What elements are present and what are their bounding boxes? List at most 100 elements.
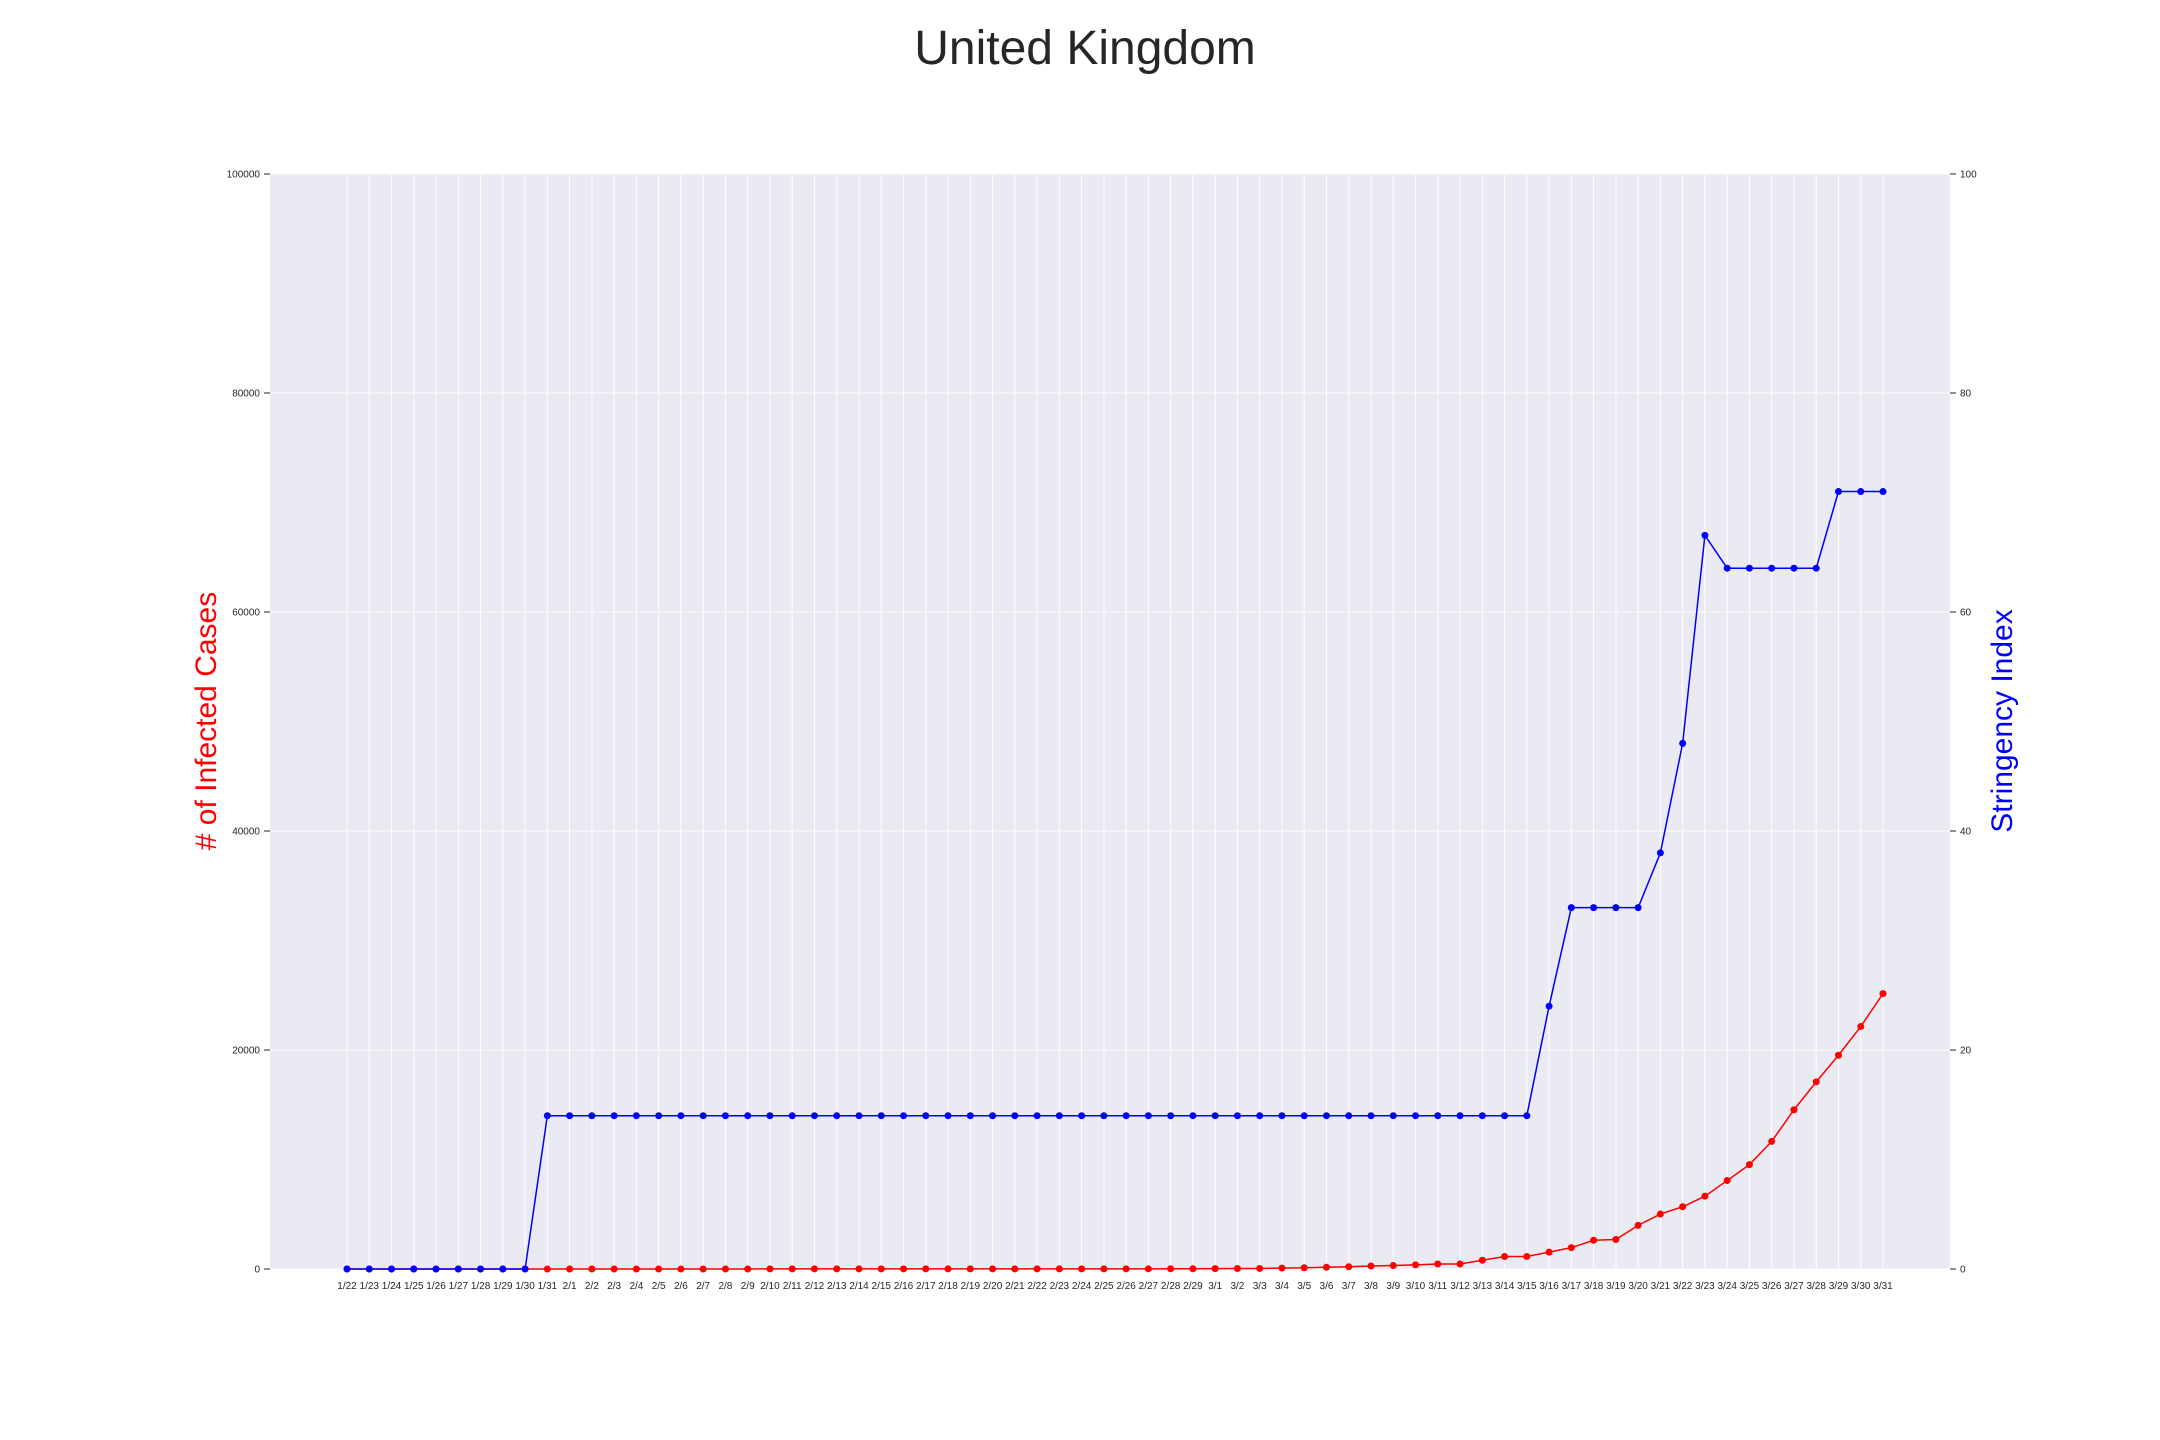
x-tick-label: 3/27 (1784, 1281, 1804, 1292)
left-y-axis-label: # of Infected Cases (190, 592, 223, 851)
x-tick-label: 3/21 (1651, 1281, 1671, 1292)
data-point-left (1745, 1161, 1753, 1169)
x-tick-label: 2/25 (1094, 1281, 1114, 1292)
x-tick-label: 1/27 (449, 1281, 469, 1292)
data-point-left (989, 1265, 997, 1273)
data-point-left (1501, 1253, 1509, 1261)
data-point-left (1634, 1221, 1642, 1229)
x-tick-label: 3/5 (1297, 1281, 1311, 1292)
data-point-left (1011, 1265, 1019, 1273)
data-point-right (1033, 1112, 1041, 1120)
x-tick-label: 3/9 (1386, 1281, 1400, 1292)
data-point-right (454, 1265, 462, 1273)
data-point-right (499, 1265, 507, 1273)
x-tick-label: 3/20 (1628, 1281, 1648, 1292)
x-tick-label: 3/6 (1320, 1281, 1334, 1292)
right-y-tick-label: 0 (1960, 1265, 1966, 1276)
data-point-right (1478, 1112, 1486, 1120)
x-tick-label: 2/5 (652, 1281, 666, 1292)
data-point-right (477, 1265, 485, 1273)
x-tick-label: 2/16 (894, 1281, 914, 1292)
left-y-axis: 0 20000 40000 60000 80000 100000 (227, 170, 270, 1276)
data-point-right (1233, 1112, 1241, 1120)
data-point-right (721, 1112, 729, 1120)
data-point-right (1189, 1112, 1197, 1120)
data-point-left (1834, 1051, 1842, 1059)
x-tick-label: 2/7 (696, 1281, 710, 1292)
data-point-right (1679, 739, 1687, 747)
data-point-right (1790, 564, 1798, 572)
x-tick-label: 3/8 (1364, 1281, 1378, 1292)
data-point-left (1122, 1265, 1130, 1273)
right-y-tick-label: 80 (1960, 389, 1972, 400)
data-point-left (543, 1265, 551, 1273)
data-point-right (1278, 1112, 1286, 1120)
data-point-right (1412, 1112, 1420, 1120)
x-tick-label: 2/18 (938, 1281, 958, 1292)
data-point-left (1322, 1263, 1330, 1271)
data-point-right (900, 1112, 908, 1120)
data-point-right (1501, 1112, 1509, 1120)
x-tick-label: 3/22 (1673, 1281, 1693, 1292)
data-point-right (365, 1265, 373, 1273)
x-tick-label: 1/26 (426, 1281, 446, 1292)
x-tick-label: 3/3 (1253, 1281, 1267, 1292)
data-point-right (1211, 1112, 1219, 1120)
data-point-left (1478, 1256, 1486, 1264)
data-point-right (655, 1112, 663, 1120)
series-line-left (347, 993, 1884, 1270)
x-tick-label: 2/13 (827, 1281, 847, 1292)
data-point-left (1078, 1265, 1086, 1273)
data-point-left (632, 1265, 640, 1273)
x-tick-label: 3/10 (1406, 1281, 1426, 1292)
left-y-tick-label: 80000 (232, 389, 260, 400)
data-point-left (655, 1265, 663, 1273)
data-point-left (1256, 1264, 1264, 1272)
data-point-right (1656, 849, 1664, 857)
data-point-right (632, 1112, 640, 1120)
right-y-axis-label: Stringency Index (1986, 609, 2019, 832)
data-point-right (1879, 488, 1887, 496)
data-point-right (543, 1112, 551, 1120)
data-point-left (1211, 1265, 1219, 1273)
data-point-left (900, 1265, 908, 1273)
data-point-left (1055, 1265, 1063, 1273)
data-point-left (966, 1265, 974, 1273)
data-point-left (1545, 1248, 1553, 1256)
x-tick-label: 2/2 (585, 1281, 599, 1292)
data-point-left (788, 1265, 796, 1273)
data-point-right (1434, 1112, 1442, 1120)
data-point-right (1768, 564, 1776, 572)
x-tick-label: 1/29 (493, 1281, 513, 1292)
x-tick-label: 2/8 (718, 1281, 732, 1292)
data-point-right (1857, 488, 1865, 496)
x-tick-label: 2/21 (1005, 1281, 1025, 1292)
x-tick-label: 1/28 (471, 1281, 491, 1292)
x-tick-label: 3/28 (1806, 1281, 1826, 1292)
x-tick-label: 3/19 (1606, 1281, 1626, 1292)
right-y-tick-label: 100 (1960, 170, 1977, 181)
data-point-left (1790, 1106, 1798, 1114)
data-point-left (1812, 1078, 1820, 1086)
data-point-right (833, 1112, 841, 1120)
x-tick-label: 3/15 (1517, 1281, 1537, 1292)
right-y-axis: 0 20 40 60 80 100 (1950, 170, 1977, 1276)
x-tick-label: 2/20 (983, 1281, 1003, 1292)
data-point-right (1322, 1112, 1330, 1120)
x-tick-label: 3/2 (1230, 1281, 1244, 1292)
data-point-left (1233, 1265, 1241, 1273)
data-point-right (1389, 1112, 1397, 1120)
series-line-right (347, 490, 1883, 1270)
data-point-left (1590, 1236, 1598, 1244)
x-tick-label: 3/12 (1450, 1281, 1470, 1292)
data-point-right (410, 1265, 418, 1273)
left-y-tick-label: 60000 (232, 608, 260, 619)
x-tick-label: 3/13 (1473, 1281, 1493, 1292)
data-point-left (1412, 1261, 1420, 1269)
data-point-left (677, 1265, 685, 1273)
x-axis: 1/22 1/23 1/24 1/25 1/26 1/27 1/28 1/29 1/30 1/31… (337, 1281, 1893, 1292)
data-point-left (1033, 1265, 1041, 1273)
data-point-right (1011, 1112, 1019, 1120)
data-point-right (966, 1112, 974, 1120)
